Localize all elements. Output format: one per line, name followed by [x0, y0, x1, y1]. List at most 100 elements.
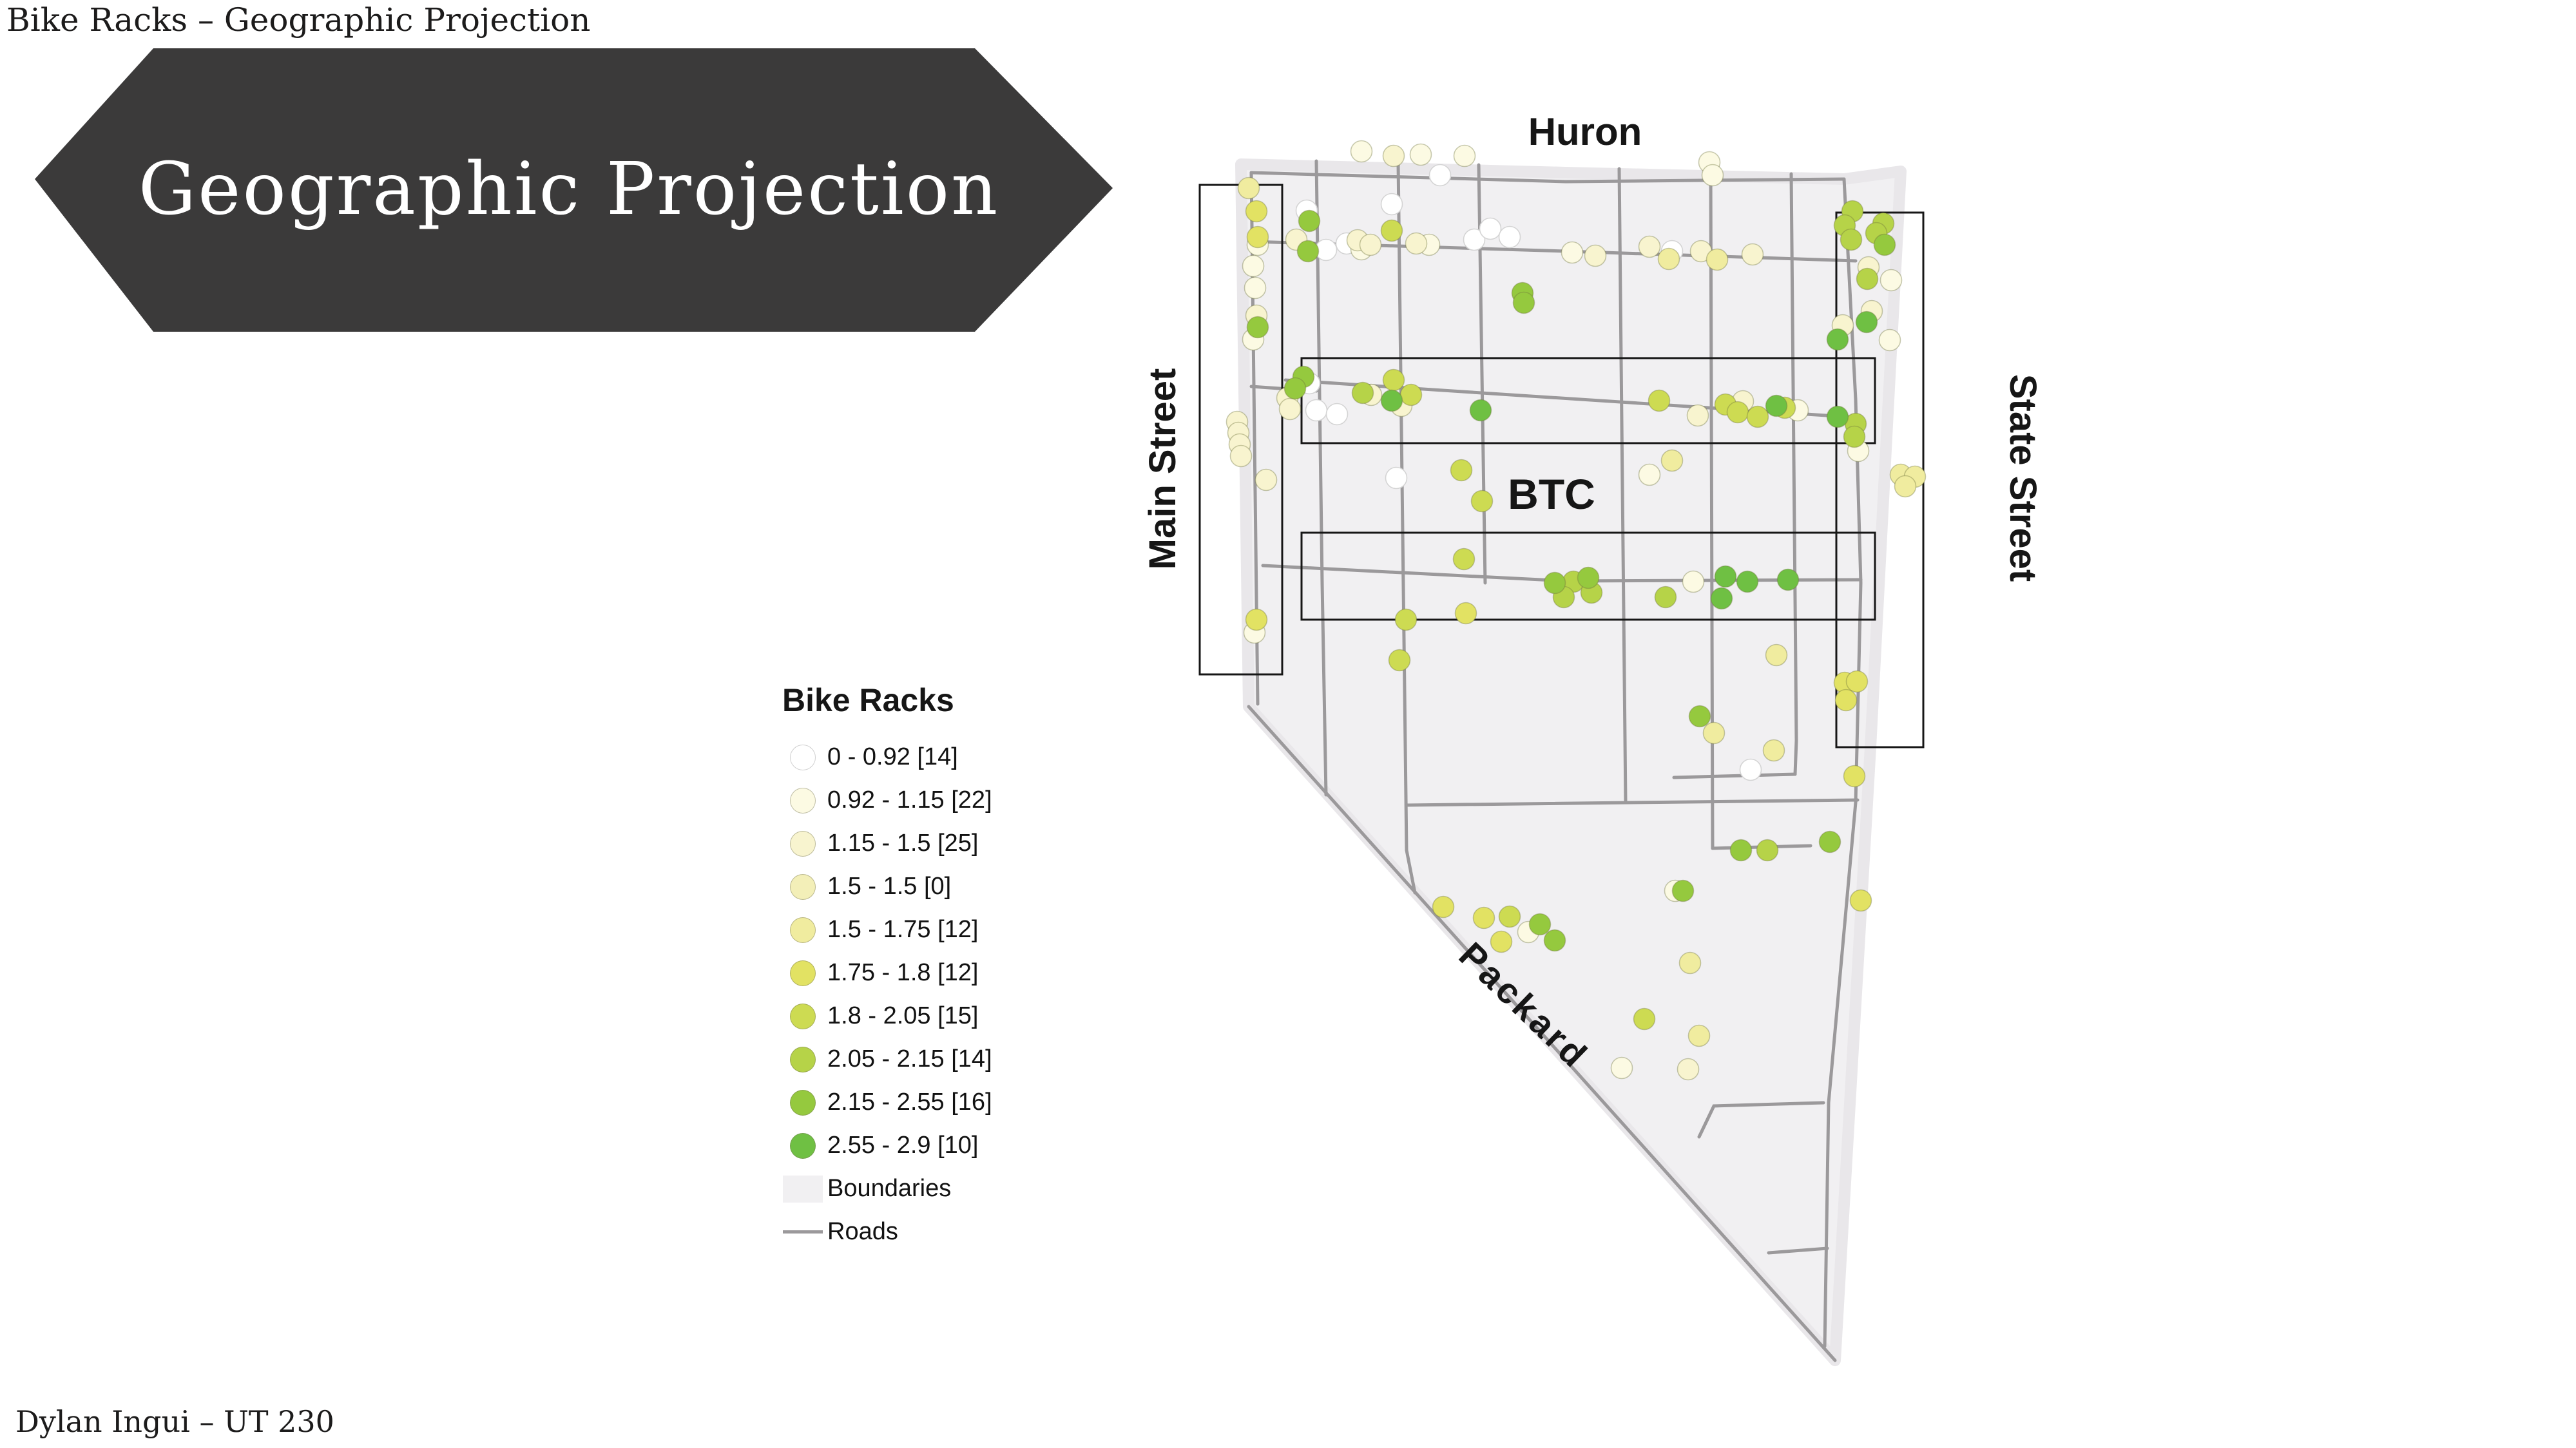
bike-rack-dot [1543, 571, 1566, 595]
legend-item-2.55 - 2.9 [10]: 2.55 - 2.9 [10] [778, 1124, 992, 1167]
bike-rack-dot [1246, 316, 1269, 339]
map-boundary [1235, 158, 1907, 1366]
legend-swatch-circle-icon [778, 1089, 827, 1116]
bike-rack-dot [1244, 276, 1267, 300]
bike-rack-dot [1380, 219, 1403, 242]
bike-rack-dot [1686, 404, 1709, 427]
legend-item-label: 2.05 - 2.15 [14] [827, 1045, 992, 1072]
bike-rack-dot [1706, 248, 1729, 271]
bike-rack-dot [1479, 217, 1502, 240]
legend-item-Boundaries: Boundaries [778, 1167, 992, 1210]
bike-rack-dot [1671, 879, 1695, 902]
bike-rack-dot [1283, 377, 1307, 400]
bike-rack-dot [1584, 244, 1607, 267]
bike-rack-dot [1741, 243, 1764, 266]
bike-rack-dot [1736, 570, 1759, 593]
bike-rack-dot [1638, 463, 1661, 486]
bike-rack-dot [1385, 466, 1408, 490]
bike-rack-dot [1245, 608, 1268, 631]
legend-item-1.5 - 1.75 [12]: 1.5 - 1.75 [12] [778, 908, 992, 951]
banner: Geographic Projection [35, 48, 1113, 332]
bike-rack-dot [1710, 587, 1733, 610]
legend-item-0 - 0.92 [14]: 0 - 0.92 [14] [778, 736, 992, 779]
legend-swatch-circle-icon [778, 873, 827, 900]
legend-item-label: 2.55 - 2.9 [10] [827, 1132, 979, 1159]
bike-rack-dot [1298, 209, 1321, 233]
bike-rack-dot [1878, 329, 1901, 352]
bike-rack-dot [1388, 649, 1411, 672]
legend-item-Roads: Roads [778, 1210, 992, 1253]
bike-rack-dot [1382, 144, 1405, 167]
legend-item-label: 1.75 - 1.8 [12] [827, 959, 979, 986]
legend-item-1.5 - 1.5 [0]: 1.5 - 1.5 [0] [778, 865, 992, 908]
bike-rack-dot [1678, 951, 1702, 975]
bike-rack-dot [1463, 228, 1486, 251]
bike-rack-dot [1855, 310, 1878, 334]
legend-items: 0 - 0.92 [14] 0.92 - 1.15 [22] 1.15 - 1.5 … [778, 736, 992, 1253]
bike-rack-dot [1452, 548, 1475, 571]
bike-rack-dot [1543, 929, 1566, 952]
bike-rack-dot [1237, 176, 1260, 200]
legend-item-1.15 - 1.5 [25]: 1.15 - 1.5 [25] [778, 822, 992, 865]
credit-text: Dylan Ingui – UT 230 [15, 1404, 334, 1439]
legend-swatch-circle-icon [778, 1003, 827, 1029]
bike-rack-dot [1633, 1007, 1656, 1031]
legend-item-label: 0.92 - 1.15 [22] [827, 786, 992, 814]
legend-item-0.92 - 1.15 [22]: 0.92 - 1.15 [22] [778, 779, 992, 822]
bike-rack-dot [1450, 459, 1473, 482]
legend-item-1.8 - 2.05 [15]: 1.8 - 2.05 [15] [778, 995, 992, 1038]
bike-rack-dot [1687, 1024, 1711, 1047]
legend-item-1.75 - 1.8 [12]: 1.75 - 1.8 [12] [778, 951, 992, 995]
bike-rack-dot [1561, 241, 1584, 264]
bike-rack-dot [1843, 765, 1866, 788]
legend-item-label: 1.15 - 1.5 [25] [827, 830, 979, 857]
bike-rack-dot [1873, 233, 1896, 256]
bike-rack-dot [1856, 267, 1879, 291]
bike-rack-dot [1469, 399, 1492, 422]
bike-rack-dot [1826, 405, 1849, 428]
bike-rack-dot [1242, 254, 1265, 278]
bike-rack-dot [1577, 566, 1600, 589]
map: Huron Main Street State Street BTC Packa… [1142, 110, 2044, 1366]
bike-rack-dot [1765, 394, 1788, 417]
bike-rack-dot [1254, 468, 1278, 491]
bike-rack-dot [1726, 401, 1749, 424]
bike-rack-dot [1528, 913, 1552, 936]
bike-rack-dot [1610, 1056, 1633, 1080]
street-label-huron: Huron [1528, 110, 1642, 153]
bike-rack-dot [1409, 143, 1432, 166]
bike-rack-dot [1380, 389, 1403, 412]
bike-rack-dot [1470, 490, 1494, 513]
bike-rack-dot [1394, 608, 1418, 631]
legend-swatch-circle-icon [778, 787, 827, 814]
legend-swatch-circle-icon [778, 830, 827, 857]
bike-rack-dot [1762, 739, 1785, 762]
bike-rack-dot [1453, 144, 1476, 167]
bike-rack-dot [1432, 895, 1455, 919]
area-label-btc: BTC [1508, 470, 1595, 518]
legend-item-label: 0 - 0.92 [14] [827, 743, 958, 770]
legend-swatch-circle-icon [778, 960, 827, 986]
bike-rack-dot [1818, 830, 1841, 853]
bike-rack-dot [1845, 670, 1869, 693]
bike-rack-dot [1702, 721, 1725, 745]
bike-rack-dot [1660, 449, 1684, 472]
legend-item-2.05 - 2.15 [14]: 2.05 - 2.15 [14] [778, 1038, 992, 1081]
bike-rack-dot [1746, 405, 1769, 428]
bike-rack-dot [1701, 164, 1724, 187]
legend-item-2.15 - 2.55 [16]: 2.15 - 2.55 [16] [778, 1081, 992, 1124]
bike-rack-dot [1490, 930, 1513, 953]
street-label-state-street: State Street [2002, 374, 2044, 582]
bike-rack-dot [1325, 403, 1349, 426]
legend-item-label: 1.8 - 2.05 [15] [827, 1002, 979, 1029]
banner-title: Geographic Projection [139, 148, 1000, 231]
bike-rack-dot [1229, 444, 1253, 468]
bike-rack-dot [1399, 383, 1423, 406]
bike-rack-dot [1849, 889, 1872, 912]
bike-rack-dot [1359, 233, 1382, 256]
lower-corridor-box [1300, 531, 1876, 621]
bike-rack-dot [1677, 1058, 1700, 1081]
bike-rack-dot [1714, 565, 1737, 588]
